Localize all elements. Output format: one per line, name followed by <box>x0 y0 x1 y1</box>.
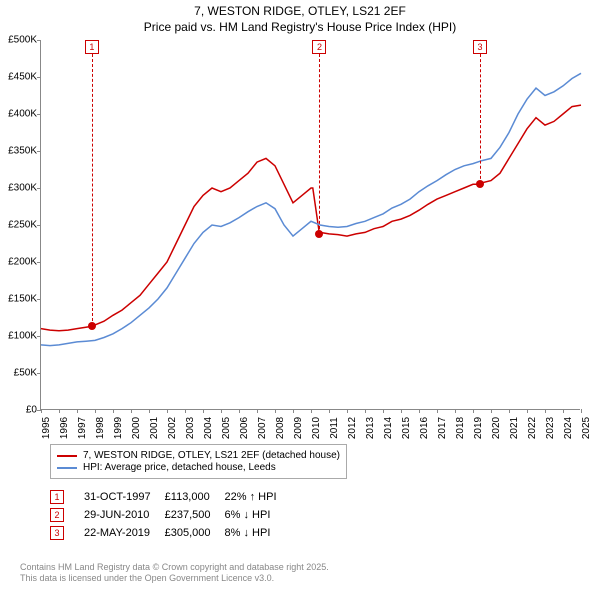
x-axis-tick-label: 2015 <box>401 417 412 439</box>
event-id-box: 3 <box>50 526 64 540</box>
event-delta: 22% ↑ HPI <box>225 488 291 506</box>
x-axis-tick-label: 2022 <box>527 417 538 439</box>
event-row: 1 31-OCT-1997£113,00022% ↑ HPI <box>50 488 291 506</box>
x-axis-tick-label: 2019 <box>473 417 484 439</box>
legend-label: HPI: Average price, detached house, Leed… <box>83 462 276 473</box>
y-axis-tick-label: £150K <box>1 294 37 305</box>
x-axis-tick-label: 2012 <box>347 417 358 439</box>
legend-swatch <box>57 455 77 457</box>
x-axis-tick-label: 2025 <box>581 417 592 439</box>
x-axis-tick-label: 1995 <box>41 417 52 439</box>
event-price: £305,000 <box>165 524 225 542</box>
x-axis-tick-label: 2020 <box>491 417 502 439</box>
y-axis-tick-label: £200K <box>1 257 37 268</box>
x-axis-tick-label: 2004 <box>203 417 214 439</box>
x-axis-tick-label: 2006 <box>239 417 250 439</box>
y-axis-tick-label: £400K <box>1 109 37 120</box>
chart-legend: 7, WESTON RIDGE, OTLEY, LS21 2EF (detach… <box>50 444 347 479</box>
x-axis-tick-label: 2013 <box>365 417 376 439</box>
x-axis-tick-label: 2005 <box>221 417 232 439</box>
x-axis-tick-label: 1997 <box>77 417 88 439</box>
y-axis-tick-label: £450K <box>1 72 37 83</box>
y-axis-tick-label: £500K <box>1 35 37 46</box>
y-axis-tick-label: £50K <box>1 368 37 379</box>
event-row: 3 22-MAY-2019£305,0008% ↓ HPI <box>50 524 291 542</box>
y-axis-tick-label: £300K <box>1 183 37 194</box>
page-container: 7, WESTON RIDGE, OTLEY, LS21 2EF Price p… <box>0 0 600 590</box>
event-row: 2 29-JUN-2010£237,5006% ↓ HPI <box>50 506 291 524</box>
event-marker-flag: 2 <box>312 40 326 54</box>
series-line-price_paid <box>41 105 581 331</box>
footer-credits: Contains HM Land Registry data © Crown c… <box>20 562 329 584</box>
event-price: £113,000 <box>165 488 225 506</box>
y-axis-tick-label: £250K <box>1 220 37 231</box>
legend-item: HPI: Average price, detached house, Leed… <box>57 462 340 473</box>
legend-swatch <box>57 467 77 469</box>
legend-label: 7, WESTON RIDGE, OTLEY, LS21 2EF (detach… <box>83 450 340 461</box>
x-axis-tick-label: 2003 <box>185 417 196 439</box>
event-marker-flag: 1 <box>85 40 99 54</box>
x-axis-tick-label: 2009 <box>293 417 304 439</box>
x-axis-tick-label: 2017 <box>437 417 448 439</box>
event-price: £237,500 <box>165 506 225 524</box>
chart-plot-area: £0£50K£100K£150K£200K£250K£300K£350K£400… <box>40 40 580 410</box>
chart-lines <box>41 40 580 409</box>
x-axis-tick-label: 2018 <box>455 417 466 439</box>
x-axis-tick-label: 2014 <box>383 417 394 439</box>
x-axis-tick-label: 2001 <box>149 417 160 439</box>
x-axis-tick-label: 2007 <box>257 417 268 439</box>
series-line-hpi <box>41 73 581 345</box>
title-line-1: 7, WESTON RIDGE, OTLEY, LS21 2EF <box>0 4 600 20</box>
x-axis-tick-label: 2016 <box>419 417 430 439</box>
x-axis-tick-label: 2000 <box>131 417 142 439</box>
event-marker-flag: 3 <box>473 40 487 54</box>
event-id-box: 2 <box>50 508 64 522</box>
event-marker-line <box>92 54 93 326</box>
event-delta: 6% ↓ HPI <box>225 506 291 524</box>
event-marker-dot <box>88 322 96 330</box>
legend-item: 7, WESTON RIDGE, OTLEY, LS21 2EF (detach… <box>57 450 340 461</box>
event-date: 31-OCT-1997 <box>84 488 165 506</box>
footer-line-1: Contains HM Land Registry data © Crown c… <box>20 562 329 573</box>
x-axis-tick-label: 2024 <box>563 417 574 439</box>
x-axis-tick-label: 2023 <box>545 417 556 439</box>
x-axis-tick-label: 2011 <box>329 417 340 439</box>
y-axis-tick-label: £0 <box>1 405 37 416</box>
x-axis-tick-label: 1996 <box>59 417 70 439</box>
event-date: 29-JUN-2010 <box>84 506 165 524</box>
footer-line-2: This data is licensed under the Open Gov… <box>20 573 329 584</box>
event-marker-dot <box>476 180 484 188</box>
event-table: 1 31-OCT-1997£113,00022% ↑ HPI 2 29-JUN-201… <box>50 488 291 542</box>
event-marker-line <box>319 54 320 234</box>
title-line-2: Price paid vs. HM Land Registry's House … <box>0 20 600 36</box>
chart-title: 7, WESTON RIDGE, OTLEY, LS21 2EF Price p… <box>0 0 600 35</box>
event-date: 22-MAY-2019 <box>84 524 165 542</box>
x-axis-tick-label: 2002 <box>167 417 178 439</box>
y-axis-tick-label: £100K <box>1 331 37 342</box>
event-marker-dot <box>315 230 323 238</box>
x-axis-tick-label: 1999 <box>113 417 124 439</box>
x-axis-tick-label: 2010 <box>311 417 322 439</box>
x-axis-tick-label: 2008 <box>275 417 286 439</box>
x-axis-tick-label: 1998 <box>95 417 106 439</box>
y-axis-tick-label: £350K <box>1 146 37 157</box>
x-axis-tick-label: 2021 <box>509 417 520 439</box>
event-delta: 8% ↓ HPI <box>225 524 291 542</box>
event-marker-line <box>480 54 481 184</box>
event-id-box: 1 <box>50 490 64 504</box>
